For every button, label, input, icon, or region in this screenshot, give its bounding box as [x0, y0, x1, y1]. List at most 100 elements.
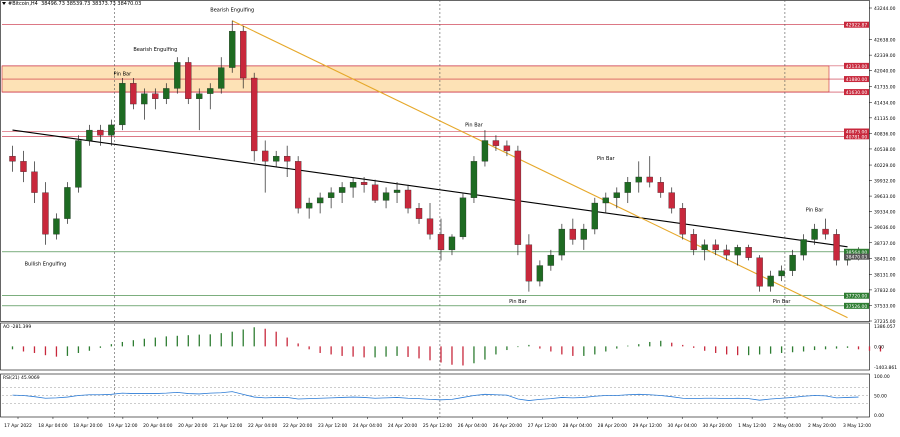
pattern-annotation: Bearish Engulfing	[210, 7, 254, 13]
candle-bear	[690, 234, 697, 251]
time-axis-label: 18 Apr 20:00	[73, 423, 102, 429]
price-axis-label: 43244.00	[874, 6, 896, 12]
symbol-header: #Bitcoin,H4 38496.73 38539.73 38373.73 3…	[2, 1, 141, 7]
time-axis-label: 24 Apr 04:00	[353, 423, 382, 429]
candle-bull	[75, 140, 82, 188]
candle-bear	[657, 182, 664, 193]
candle-bull	[64, 187, 71, 219]
time-axis-label: 1 May 12:00	[738, 423, 766, 429]
candle-bull	[174, 62, 181, 89]
time-axis-label: 24 Apr 20:00	[388, 423, 417, 429]
candle-bull	[547, 254, 555, 266]
price-axis-label: 41735.00	[874, 85, 896, 91]
candle-bull	[316, 197, 324, 204]
candle-bear	[262, 150, 269, 162]
price-tag	[844, 248, 869, 255]
time-axis-label: 18 Apr 04:00	[38, 423, 67, 429]
candle-bull	[558, 228, 566, 256]
candle-bull	[327, 192, 335, 198]
time-axis-label: 22 Apr 20:00	[283, 423, 312, 429]
pattern-annotation: Pin Bar	[773, 299, 792, 305]
ao-pane-frame	[0, 322, 870, 371]
candle-bull	[393, 189, 401, 193]
candle-bull	[229, 30, 236, 68]
candle-bull	[536, 265, 544, 282]
pattern-annotation: Bullish Engulfing	[25, 262, 67, 268]
candle-bull	[778, 270, 785, 277]
price-tag	[844, 302, 869, 309]
candle-bull	[273, 155, 280, 162]
candle-bull	[481, 140, 489, 162]
candle-bear	[185, 62, 192, 99]
rsi-axis-label: 50.00	[874, 394, 887, 400]
time-axis-label: 22 Apr 04:00	[248, 423, 277, 429]
price-axis-label: 40538.00	[874, 147, 896, 153]
price-axis-label: 37533.00	[874, 303, 896, 309]
candle-bull	[207, 88, 214, 94]
pattern-annotation: Pin Bar	[509, 299, 528, 305]
candle-bull	[163, 88, 170, 99]
price-tag	[844, 21, 869, 28]
candle-bull	[86, 129, 93, 141]
pattern-annotation: Pin Bar	[114, 71, 133, 77]
rsi-label: RSI(21) 45.9069	[3, 375, 40, 381]
price-tag	[844, 76, 869, 83]
price-axis-label: 38737.00	[874, 241, 896, 247]
price-axis-label: 42339.00	[874, 53, 896, 59]
candle-bull	[470, 161, 478, 198]
price-tag	[844, 62, 869, 69]
ao-axis-label: 1386.057	[874, 324, 896, 330]
candle-bear	[723, 249, 730, 256]
price-tag	[844, 128, 869, 135]
candle-bull	[305, 202, 313, 209]
price-axis-label: 39633.00	[874, 194, 896, 200]
time-axis-label: 26 Apr 04:00	[458, 423, 487, 429]
price-axis-label: 41434.00	[874, 100, 896, 106]
candle-bear	[97, 129, 104, 136]
candle-bear	[42, 192, 49, 235]
candle-bear	[360, 182, 368, 185]
candle-bull	[789, 254, 796, 271]
rsi-pane-frame	[0, 373, 870, 418]
candle-bear	[569, 228, 577, 240]
candle-bear	[294, 161, 302, 209]
candle-bull	[349, 182, 357, 188]
dropdown-triangle-icon[interactable]	[2, 2, 6, 5]
candle-bear	[426, 218, 434, 235]
price-tag-label: 37526.00	[846, 304, 868, 310]
candle-bull	[734, 247, 741, 256]
candle-bull	[448, 236, 456, 251]
time-axis-label: 25 Apr 12:00	[423, 423, 452, 429]
price-axis-label: 39932.00	[874, 179, 896, 185]
price-tag-label: 41880.00	[846, 77, 868, 83]
pattern-annotation: Bearish Engulfing	[133, 47, 177, 53]
candle-bear	[646, 176, 653, 183]
candle-bull	[591, 202, 598, 230]
rsi-axis-label: 0.00	[874, 413, 884, 419]
rsi-line	[12, 391, 859, 401]
price-axis-label: 38131.00	[874, 272, 896, 278]
rsi-axis-label: 100.00	[874, 374, 890, 380]
price-tag	[844, 133, 869, 140]
candle-bear	[240, 30, 247, 79]
time-axis-label: 30 Apr 04:00	[668, 423, 697, 429]
candle-bull	[800, 239, 807, 256]
trendline-black	[12, 129, 848, 248]
pattern-annotation: Pin Bar	[806, 207, 825, 213]
candle-bear	[712, 244, 719, 251]
ohlc-values: 38496.73 38539.73 38373.73 38470.03	[41, 1, 142, 7]
candle-bear	[833, 234, 840, 261]
price-tag-label: 41630.00	[846, 90, 868, 96]
pattern-annotation: Pin Bar	[465, 122, 484, 128]
price-axis-label: 39334.00	[874, 210, 896, 216]
time-axis-label: 2 May 20:00	[808, 423, 836, 429]
price-tag-label: 38564.00	[846, 250, 868, 256]
candle-bull	[580, 228, 587, 240]
time-axis-label: 20 Apr 04:00	[143, 423, 172, 429]
candle-bull	[602, 197, 609, 204]
candle-bear	[251, 77, 258, 152]
price-axis-label: 38431.00	[874, 257, 896, 263]
candle-bear	[415, 208, 423, 219]
